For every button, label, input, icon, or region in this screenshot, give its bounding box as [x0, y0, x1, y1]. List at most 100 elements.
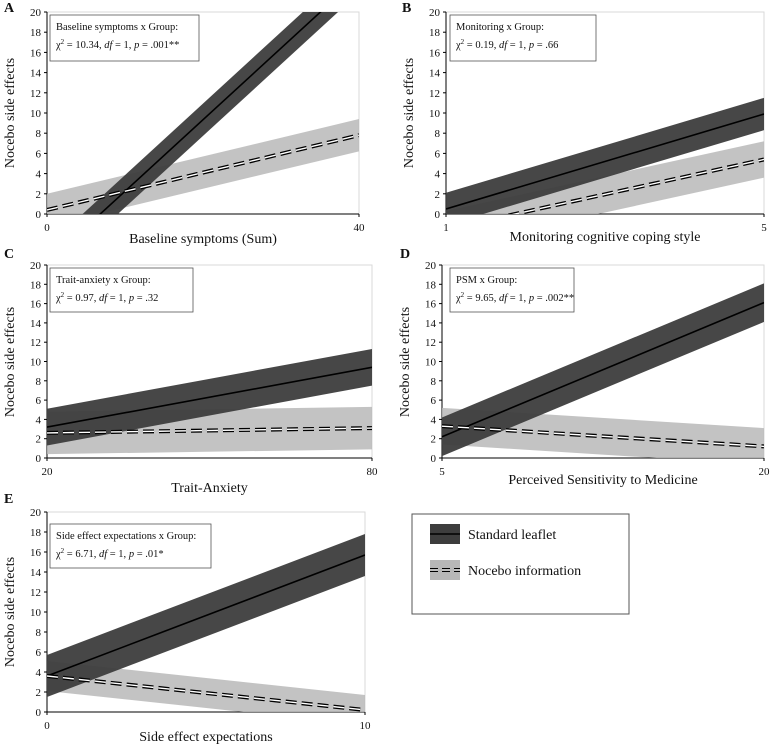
- standard-leaflet-line: [47, 366, 372, 428]
- y-tick-label: 4: [435, 169, 441, 181]
- x-tick-label: 20: [759, 466, 771, 478]
- panel-b: 0 2 4 6 8 10 12 14 16 18 20 1 5 Monitoring x Group: χ2…: [402, 1, 767, 245]
- y-tick-label: 4: [36, 414, 42, 426]
- annotation-box: [49, 14, 200, 62]
- y-tick-label: 12: [429, 88, 440, 100]
- y-tick-label: 16: [30, 299, 42, 311]
- x-axis-title: Perceived Sensitivity to Medicine: [508, 473, 697, 488]
- plot-area: [47, 534, 365, 712]
- x-tick-label: 0: [44, 222, 50, 234]
- y-tick-label: 4: [36, 667, 42, 679]
- nocebo-information-line-inner: [47, 427, 372, 434]
- legend: Standard leaflet Nocebo information: [411, 513, 630, 615]
- y-axis-title: Nocebo side effects: [402, 58, 417, 168]
- y-tick-label: 10: [429, 108, 441, 120]
- plot-area: [442, 283, 764, 458]
- y-tick-label: 16: [425, 299, 437, 311]
- annotation-title: Baseline symptoms x Group:: [56, 22, 178, 33]
- y-tick-label: 14: [429, 68, 441, 80]
- y-tick-label: 10: [425, 357, 437, 369]
- y-tick-label: 8: [435, 128, 441, 140]
- y-tick-label: 8: [36, 376, 42, 388]
- y-axis-title: Nocebo side effects: [398, 307, 413, 417]
- panel-letter: B: [402, 1, 411, 16]
- y-tick-label: 6: [36, 148, 42, 160]
- x-axis-title: Baseline symptoms (Sum): [129, 232, 277, 247]
- y-tick-label: 4: [431, 414, 437, 426]
- annotation-box: [449, 267, 575, 313]
- y-tick-label: 14: [30, 68, 42, 80]
- y-axis-title: Nocebo side effects: [3, 557, 18, 667]
- nocebo-information-line-inner: [47, 134, 359, 211]
- nocebo-information-line-inner: [511, 158, 764, 214]
- annotation-title: Monitoring x Group:: [456, 22, 544, 33]
- y-tick-label: 2: [36, 189, 42, 201]
- y-tick-label: 14: [425, 318, 437, 330]
- panel-e: 0 2 4 6 8 10 12 14 16 18 20 0 10 Side effect expectat…: [3, 492, 371, 745]
- y-tick-label: 20: [429, 7, 441, 19]
- panel-d: 0 2 4 6 8 10 12 14 16 18 20 5 20 PSM x Group: χ2 = 9.6…: [398, 247, 770, 488]
- y-tick-label: 2: [36, 434, 42, 446]
- x-tick-label: 0: [44, 720, 50, 732]
- annotation-box: [449, 14, 597, 62]
- y-tick-label: 0: [36, 707, 42, 719]
- plot-area: [446, 97, 764, 214]
- y-tick-label: 8: [36, 128, 42, 140]
- standard-leaflet-line: [446, 113, 764, 210]
- x-axis-title: Trait-Anxiety: [171, 481, 247, 496]
- x-tick-label: 80: [367, 466, 379, 478]
- annotation-statistic: χ2 = 0.19, df = 1, p = .66: [455, 38, 558, 51]
- y-tick-label: 4: [36, 169, 42, 181]
- nocebo-information-line-inner: [47, 675, 365, 711]
- x-tick-label: 10: [360, 720, 372, 732]
- y-tick-label: 0: [36, 209, 42, 221]
- y-tick-label: 14: [30, 567, 42, 579]
- y-tick-label: 12: [30, 88, 41, 100]
- x-axis-title: Side effect expectations: [139, 730, 272, 745]
- y-tick-label: 8: [36, 627, 42, 639]
- y-tick-label: 10: [30, 357, 42, 369]
- y-tick-label: 2: [36, 687, 42, 699]
- annotation-box: [49, 523, 212, 569]
- y-tick-label: 0: [435, 209, 441, 221]
- y-tick-label: 6: [36, 647, 42, 659]
- y-tick-label: 18: [30, 527, 42, 539]
- panel-letter: D: [400, 247, 410, 262]
- y-tick-label: 16: [429, 47, 441, 59]
- panel-letter: C: [4, 247, 14, 262]
- x-tick-label: 40: [354, 222, 366, 234]
- annotation-statistic: χ2 = 0.97, df = 1, p = .32: [55, 291, 158, 304]
- y-tick-label: 0: [36, 453, 42, 465]
- annotation-title: Trait-anxiety x Group:: [56, 275, 151, 286]
- annotation-title: Side effect expectations x Group:: [56, 531, 196, 542]
- y-tick-label: 18: [429, 27, 441, 39]
- legend-label-nocebo-information: Nocebo information: [468, 564, 581, 579]
- y-tick-label: 2: [435, 189, 441, 201]
- y-tick-label: 20: [30, 260, 42, 272]
- y-tick-label: 16: [30, 47, 42, 59]
- y-tick-label: 10: [30, 108, 42, 120]
- panel-letter: E: [4, 492, 13, 507]
- y-tick-label: 20: [425, 260, 437, 272]
- x-axis-title: Monitoring cognitive coping style: [510, 230, 701, 245]
- x-tick-label: 5: [439, 466, 445, 478]
- y-tick-label: 8: [431, 376, 437, 388]
- y-tick-label: 6: [36, 395, 42, 407]
- annotation-title: PSM x Group:: [456, 275, 517, 286]
- annotation-statistic: χ2 = 9.65, df = 1, p = .002**: [455, 291, 574, 304]
- y-tick-label: 14: [30, 318, 42, 330]
- panel-c: 0 2 4 6 8 10 12 14 16 18 20 20 80 Trait-anxiety x Gro…: [3, 247, 378, 496]
- y-tick-label: 16: [30, 547, 42, 559]
- nocebo-information-ci-band: [47, 661, 365, 712]
- y-tick-label: 20: [30, 7, 42, 19]
- x-tick-label: 1: [443, 222, 449, 234]
- y-tick-label: 12: [30, 337, 41, 349]
- y-tick-label: 2: [431, 434, 437, 446]
- panel-letter: A: [4, 1, 15, 16]
- y-tick-label: 12: [30, 587, 41, 599]
- y-tick-label: 6: [435, 148, 441, 160]
- y-axis-title: Nocebo side effects: [3, 307, 18, 417]
- annotation-box: [49, 267, 194, 313]
- legend-label-standard-leaflet: Standard leaflet: [468, 528, 556, 543]
